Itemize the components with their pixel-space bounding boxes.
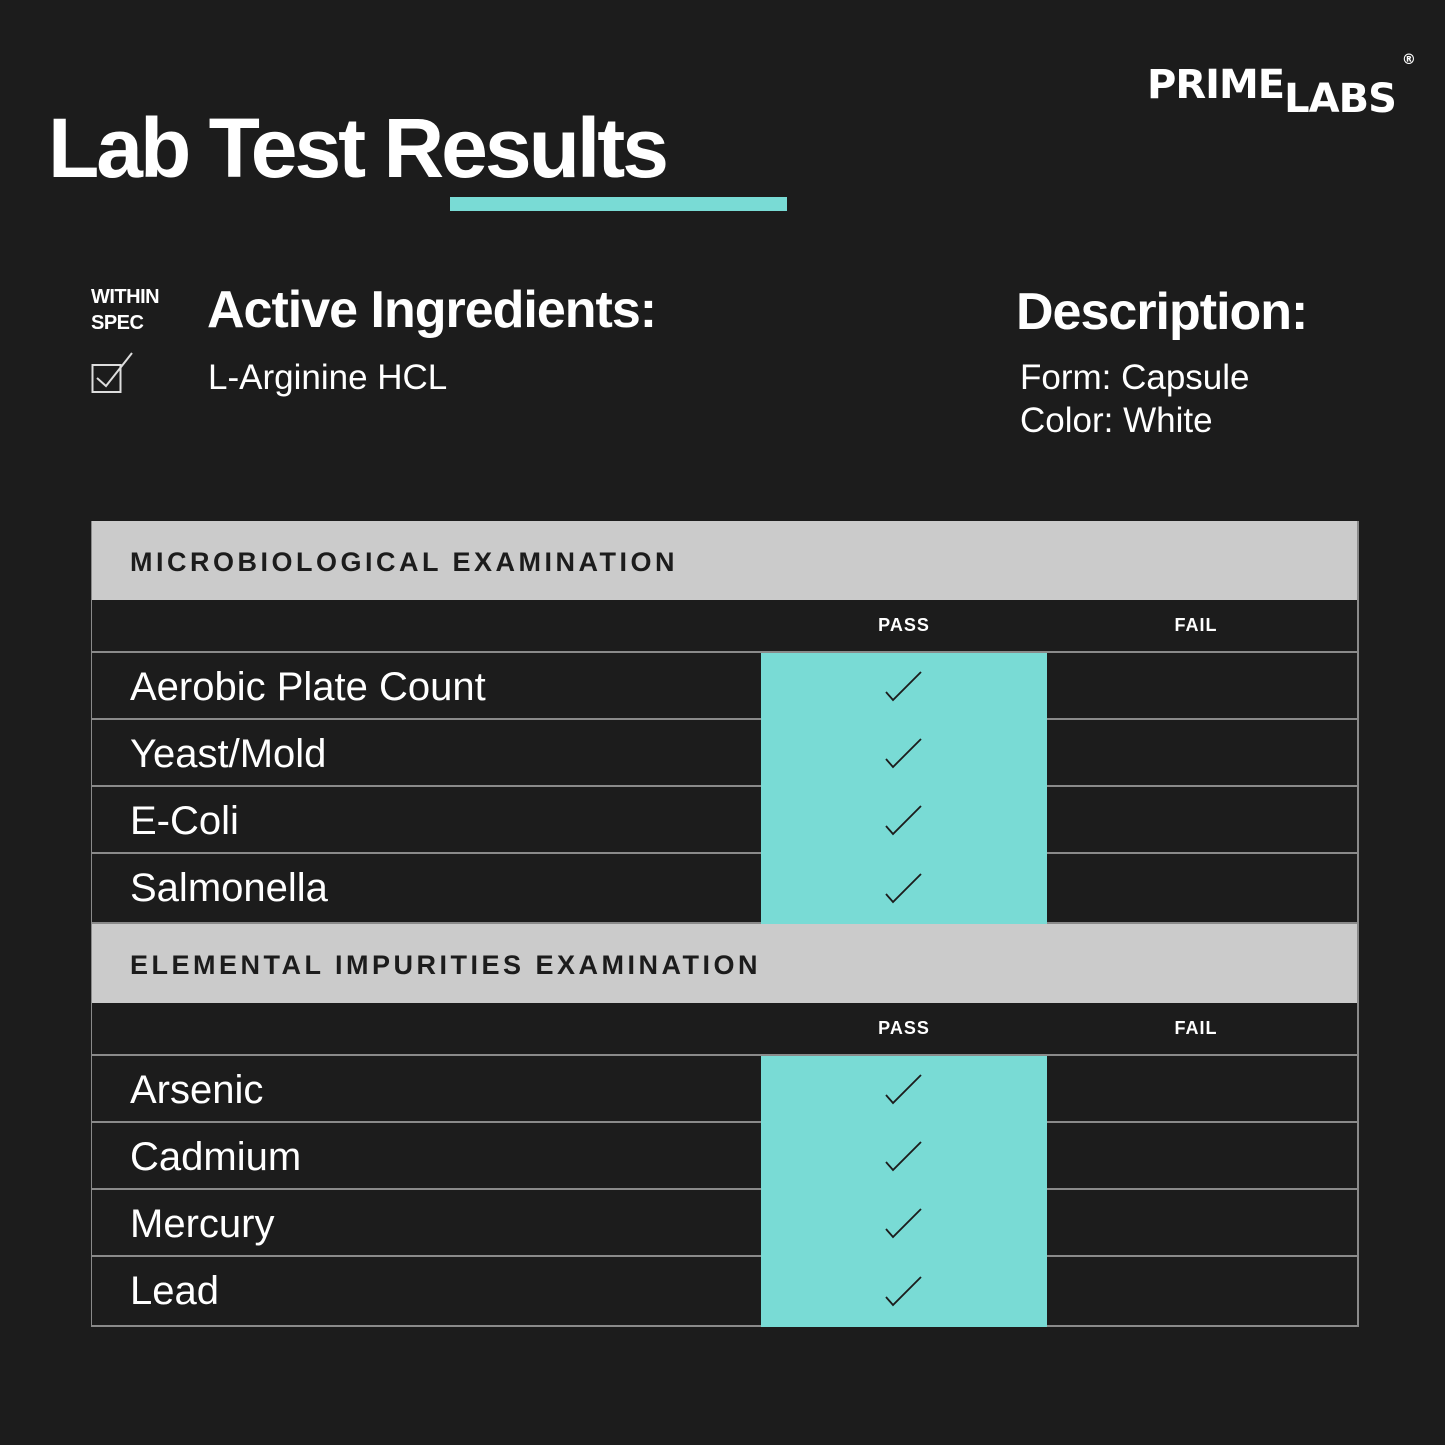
- table-row: Arsenic: [92, 1056, 1357, 1123]
- check-icon: [885, 873, 922, 904]
- test-name: Yeast/Mold: [130, 732, 327, 776]
- test-name: Aerobic Plate Count: [130, 665, 486, 709]
- description-details: Form: Capsule Color: White: [1020, 356, 1250, 442]
- table-row: Lead: [92, 1257, 1357, 1327]
- description-title: Description:: [1016, 283, 1308, 341]
- pass-cell: [761, 787, 1047, 854]
- active-ingredient: L-Arginine HCL: [208, 358, 448, 397]
- registered-mark: ®: [1401, 51, 1416, 68]
- brand-logo: PRIMELABS®: [1147, 52, 1416, 122]
- test-name: Lead: [130, 1269, 219, 1313]
- check-icon: [885, 737, 922, 768]
- page-title: Lab Test Results: [48, 101, 669, 195]
- test-name: E-Coli: [130, 799, 239, 843]
- table-row: E-Coli: [92, 787, 1357, 854]
- pass-cell: [761, 854, 1047, 924]
- pass-cell: [761, 1123, 1047, 1190]
- check-icon: [885, 1207, 922, 1238]
- table-row: Mercury: [92, 1190, 1357, 1257]
- checkbox-checked-icon: [91, 352, 133, 393]
- table-row: Yeast/Mold: [92, 720, 1357, 787]
- fail-column-header: FAIL: [1174, 1018, 1218, 1038]
- table-row: Aerobic Plate Count: [92, 653, 1357, 720]
- within-spec-label: WITHIN SPEC: [91, 284, 160, 336]
- pass-cell: [761, 1257, 1047, 1327]
- check-icon: [885, 1276, 922, 1307]
- column-header-row: PASS FAIL: [92, 600, 1357, 653]
- pass-cell: [761, 653, 1047, 720]
- pass-column-header: PASS: [878, 1018, 930, 1038]
- spec-line2: SPEC: [91, 312, 144, 334]
- section-header: ELEMENTAL IMPURITIES EXAMINATION: [92, 924, 1357, 1003]
- active-ingredients-title: Active Ingredients:: [207, 281, 657, 339]
- pass-column-header: PASS: [878, 615, 930, 635]
- description-color: Color: White: [1020, 401, 1213, 440]
- check-icon: [885, 1140, 922, 1171]
- fail-column-header: FAIL: [1174, 615, 1218, 635]
- title-underline: [450, 197, 787, 211]
- column-header-row: PASS FAIL: [92, 1003, 1357, 1056]
- test-name: Mercury: [130, 1202, 275, 1246]
- table-row: Cadmium: [92, 1123, 1357, 1190]
- section-header: MICROBIOLOGICAL EXAMINATION: [92, 521, 1357, 600]
- logo-part2: LABS: [1284, 76, 1397, 122]
- check-icon: [885, 670, 922, 701]
- pass-cell: [761, 1056, 1047, 1123]
- check-icon: [885, 804, 922, 835]
- test-name: Salmonella: [130, 866, 328, 910]
- pass-cell: [761, 720, 1047, 787]
- test-name: Arsenic: [130, 1068, 264, 1112]
- spec-line1: WITHIN: [91, 286, 160, 308]
- check-icon: [885, 1073, 922, 1104]
- logo-part1: PRIME: [1147, 62, 1285, 108]
- test-name: Cadmium: [130, 1135, 302, 1179]
- results-table: MICROBIOLOGICAL EXAMINATION PASS FAIL Aerob…: [91, 521, 1359, 1327]
- pass-cell: [761, 1190, 1047, 1257]
- description-form: Form: Capsule: [1020, 358, 1250, 397]
- table-row: Salmonella: [92, 854, 1357, 924]
